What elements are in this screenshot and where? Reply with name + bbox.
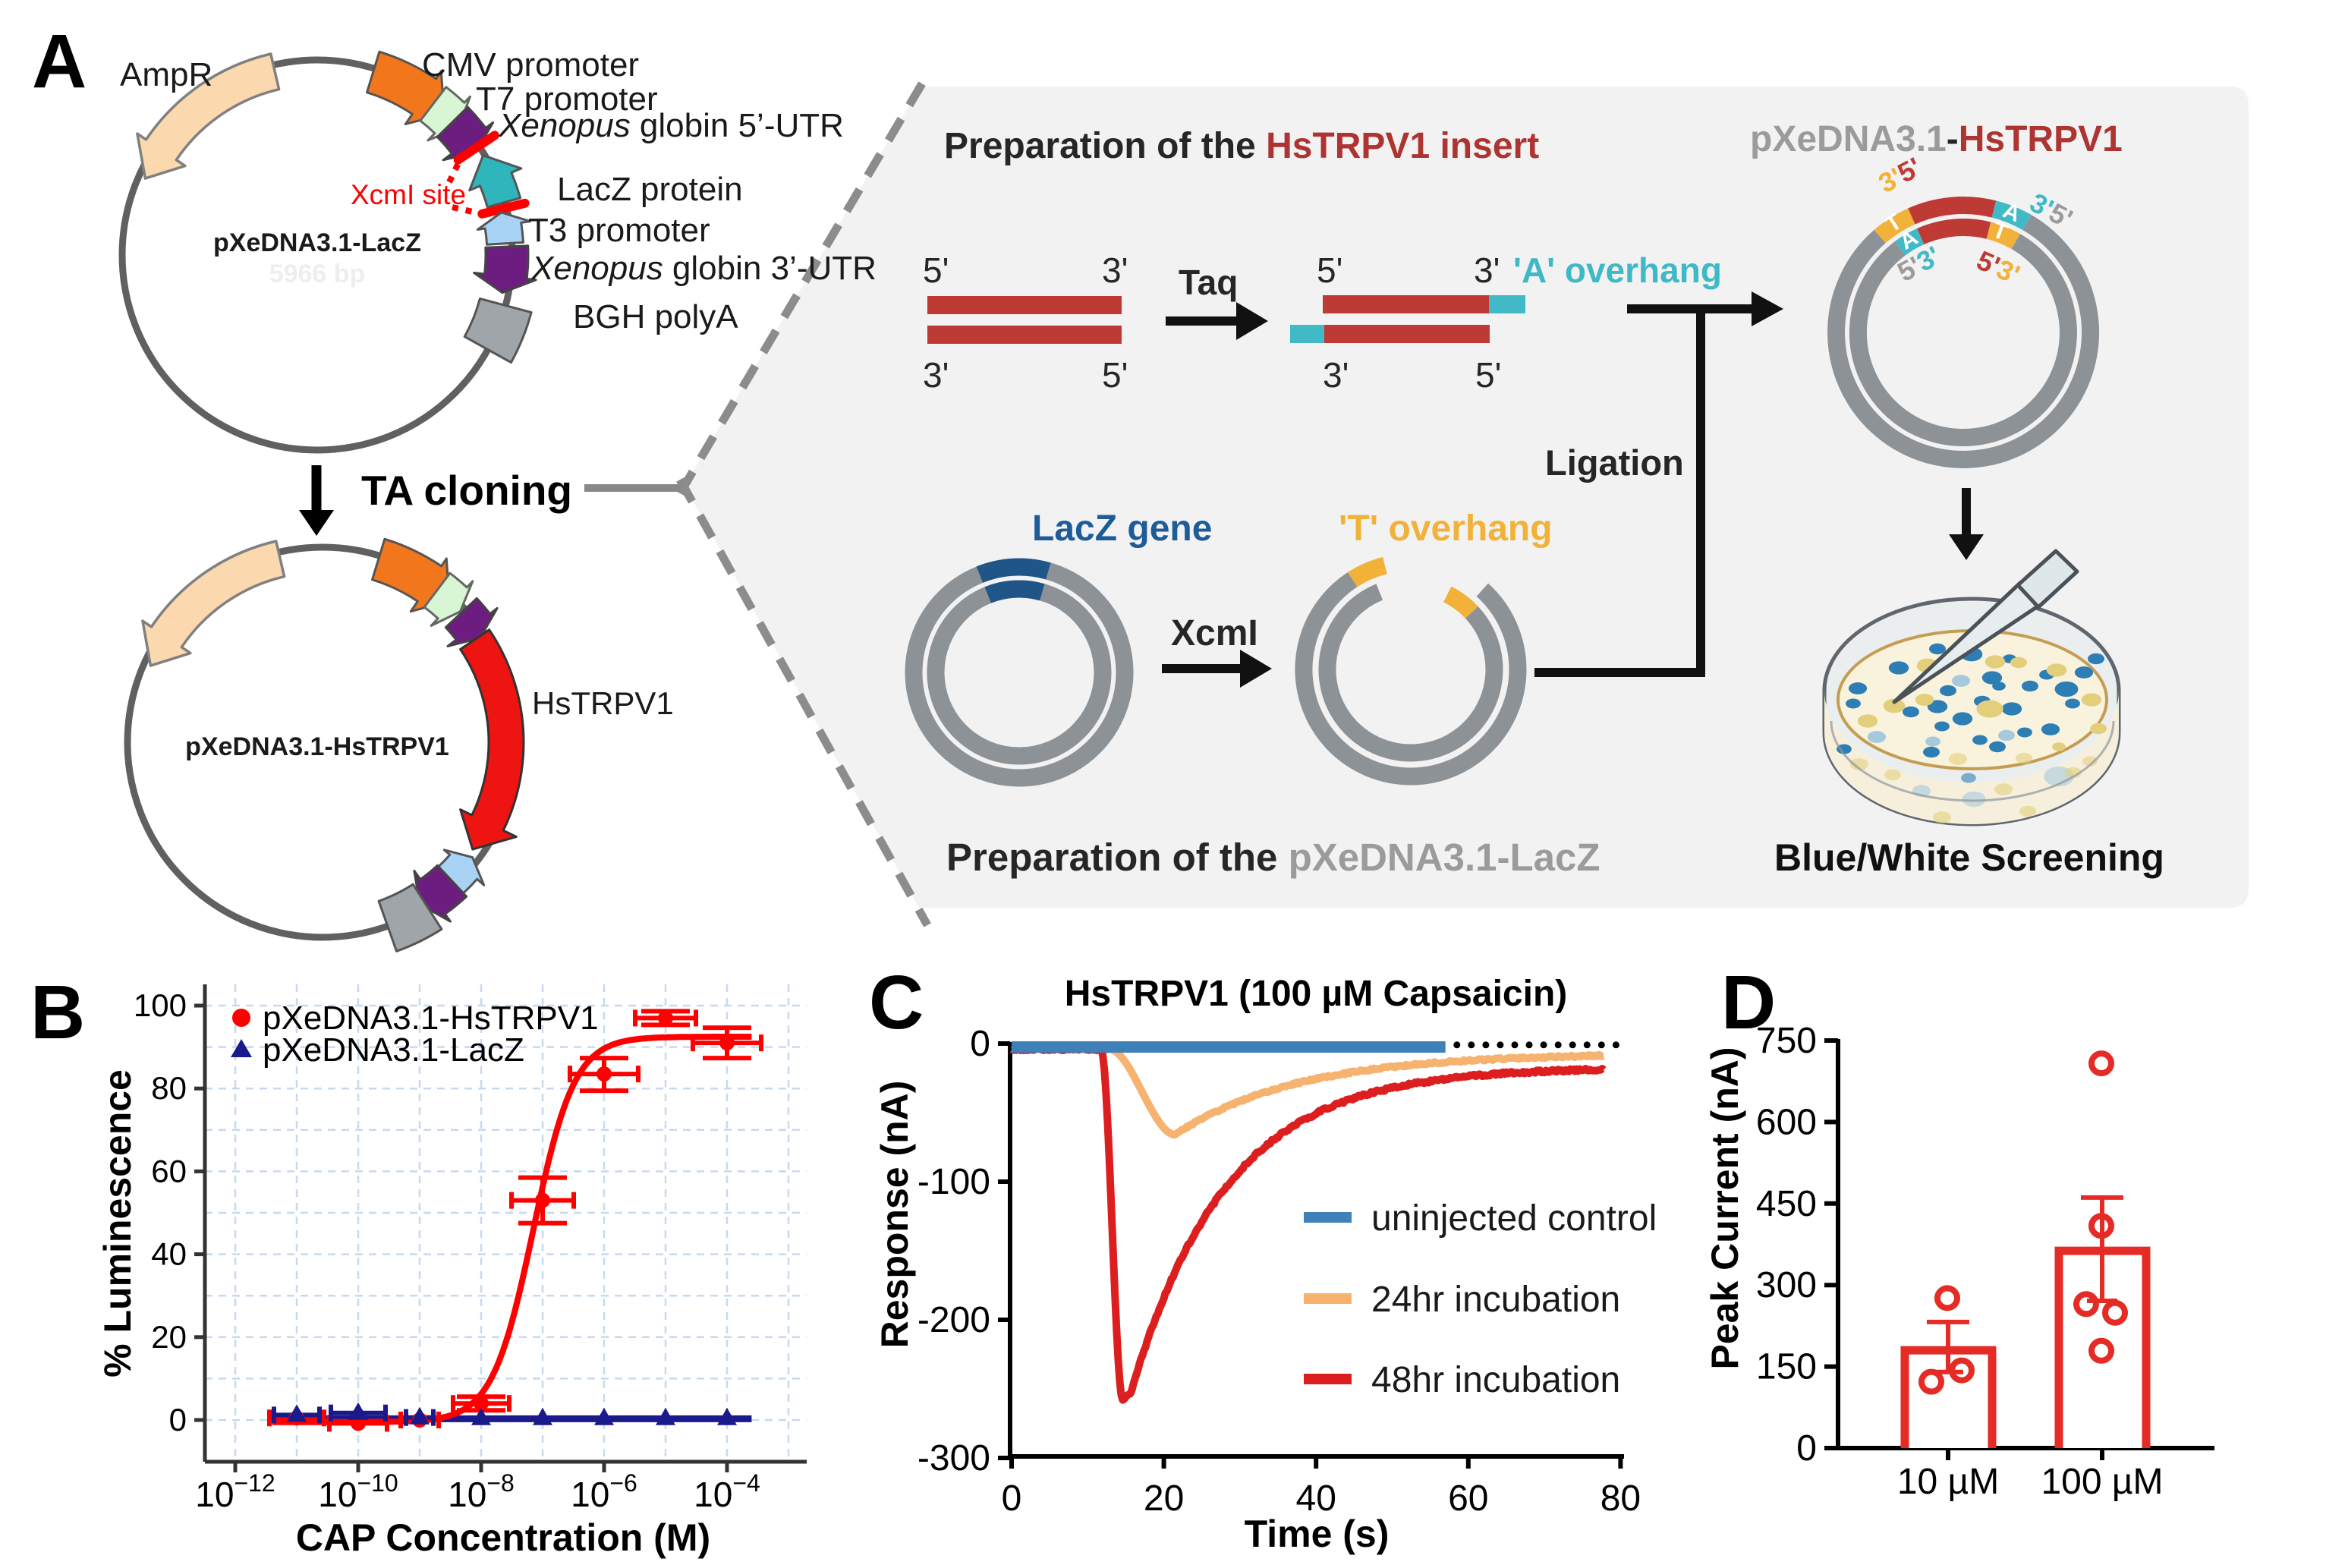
- svg-text:5': 5': [1317, 250, 1342, 290]
- svg-text:Ligation: Ligation: [1545, 442, 1684, 483]
- svg-text:pXeDNA3.1-HsTRPV1: pXeDNA3.1-HsTRPV1: [1750, 119, 2123, 159]
- svg-text:T3 promoter: T3 promoter: [528, 212, 710, 249]
- svg-text:CAP Concentration (M): CAP Concentration (M): [296, 1516, 710, 1559]
- svg-text:HsTRPV1: HsTRPV1: [532, 685, 674, 721]
- svg-text:-100: -100: [917, 1162, 990, 1202]
- svg-text:Preparation of the HsTRPV1 ins: Preparation of the HsTRPV1 insert: [944, 126, 1539, 166]
- svg-text:450: 450: [1756, 1184, 1817, 1224]
- svg-text:60: 60: [151, 1153, 187, 1189]
- svg-text:'T' overhang: 'T' overhang: [1339, 508, 1553, 549]
- svg-text:80: 80: [1601, 1478, 1641, 1519]
- svg-text:5': 5': [1475, 355, 1501, 395]
- svg-text:0: 0: [1002, 1478, 1022, 1519]
- svg-text:-300: -300: [917, 1438, 990, 1478]
- svg-text:24hr incubation: 24hr incubation: [1371, 1280, 1620, 1320]
- svg-text:A: A: [32, 19, 87, 104]
- svg-text:40: 40: [1296, 1478, 1336, 1519]
- svg-text:D: D: [1721, 960, 1776, 1045]
- svg-text:150: 150: [1756, 1347, 1817, 1387]
- svg-text:60: 60: [1448, 1478, 1488, 1519]
- svg-text:Response (nA): Response (nA): [873, 1081, 916, 1349]
- svg-text:pXeDNA3.1-HsTRPV1: pXeDNA3.1-HsTRPV1: [263, 1000, 599, 1037]
- svg-text:CMV promoter: CMV promoter: [422, 46, 639, 83]
- svg-text:Time (s): Time (s): [1245, 1513, 1390, 1555]
- svg-text:48hr incubation: 48hr incubation: [1371, 1360, 1620, 1400]
- svg-text:pXeDNA3.1-HsTRPV1: pXeDNA3.1-HsTRPV1: [185, 732, 449, 761]
- svg-text:BGH polyA: BGH polyA: [573, 298, 738, 335]
- svg-text:'A' overhang: 'A' overhang: [1513, 250, 1722, 290]
- svg-text:Xenopus globin 3’-UTR: Xenopus globin 3’-UTR: [530, 250, 877, 287]
- svg-text:T7 promoter: T7 promoter: [476, 80, 658, 118]
- svg-text:XcmI site: XcmI site: [351, 179, 466, 210]
- svg-text:5': 5': [923, 250, 949, 290]
- svg-text:3': 3': [1102, 250, 1128, 290]
- svg-text:3': 3': [1474, 250, 1500, 290]
- svg-text:pXeDNA3.1-LacZ: pXeDNA3.1-LacZ: [213, 228, 421, 257]
- svg-text:LacZ protein: LacZ protein: [557, 171, 743, 208]
- svg-text:HsTRPV1 (100 µM Capsaicin): HsTRPV1 (100 µM Capsaicin): [1065, 974, 1568, 1014]
- svg-text:Blue/White Screening: Blue/White Screening: [1774, 836, 2164, 879]
- svg-text:pXeDNA3.1-LacZ: pXeDNA3.1-LacZ: [263, 1031, 524, 1069]
- svg-text:Xenopus globin 5’-UTR: Xenopus globin 5’-UTR: [498, 107, 844, 144]
- svg-text:0: 0: [1796, 1428, 1817, 1469]
- svg-text:uninjected control: uninjected control: [1371, 1198, 1657, 1239]
- svg-text:300: 300: [1756, 1265, 1817, 1305]
- svg-text:3': 3': [923, 355, 949, 395]
- svg-text:20: 20: [1144, 1478, 1184, 1519]
- svg-text:3': 3': [1323, 355, 1349, 395]
- svg-text:AmpR: AmpR: [120, 56, 212, 93]
- svg-text:Preparation of the pXeDNA3.1-L: Preparation of the pXeDNA3.1-LacZ: [946, 836, 1601, 879]
- svg-text:40: 40: [151, 1236, 187, 1272]
- svg-text:100 µM: 100 µM: [2041, 1462, 2163, 1502]
- svg-text:5'3': 5'3': [1893, 240, 1946, 288]
- svg-text:B: B: [30, 970, 85, 1055]
- svg-text:600: 600: [1756, 1102, 1817, 1142]
- svg-text:100: 100: [134, 987, 187, 1023]
- svg-text:750: 750: [1756, 1021, 1817, 1061]
- svg-text:80: 80: [151, 1070, 187, 1106]
- svg-text:5966 bp: 5966 bp: [269, 260, 366, 288]
- svg-text:LacZ gene: LacZ gene: [1032, 508, 1212, 549]
- svg-text:Peak Current (nA): Peak Current (nA): [1704, 1047, 1746, 1369]
- svg-text:-200: -200: [917, 1300, 990, 1340]
- svg-text:XcmI: XcmI: [1171, 613, 1258, 653]
- svg-text:TA cloning: TA cloning: [361, 467, 572, 514]
- svg-text:5': 5': [1102, 355, 1128, 395]
- svg-text:20: 20: [151, 1319, 187, 1355]
- svg-text:10 µM: 10 µM: [1897, 1462, 1999, 1502]
- svg-text:C: C: [869, 960, 924, 1045]
- svg-text:Taq: Taq: [1179, 263, 1238, 302]
- svg-text:0: 0: [169, 1402, 187, 1437]
- svg-text:0: 0: [970, 1024, 990, 1064]
- svg-text:% Luminescence: % Luminescence: [96, 1069, 139, 1378]
